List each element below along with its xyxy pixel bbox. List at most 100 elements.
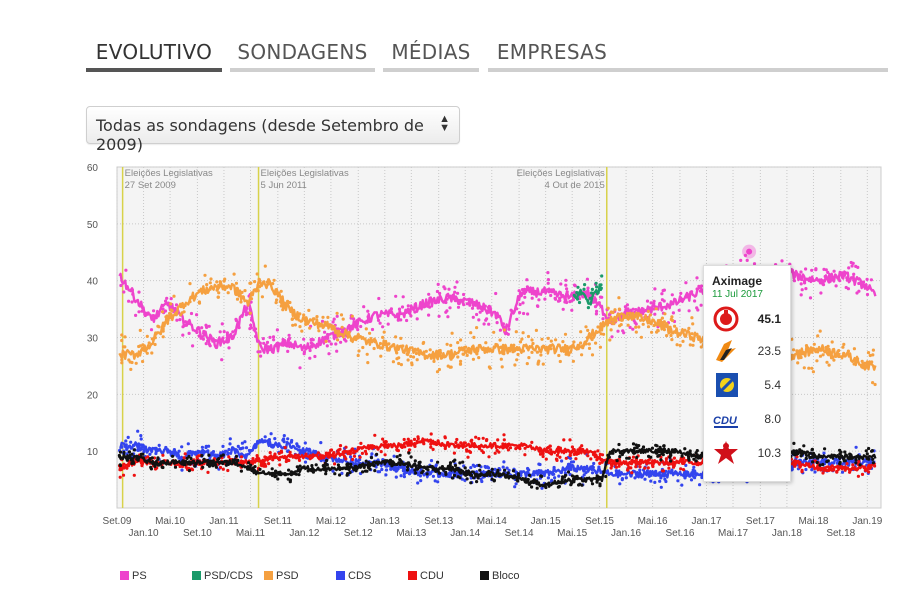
poll-dot-ps [546,281,550,285]
poll-dot-ps [847,266,851,270]
poll-dot-cdu [364,452,368,456]
poll-dot-cds [136,429,140,433]
poll-dot-cdu [564,456,568,460]
poll-dot-psd [609,310,613,314]
poll-dot-psd [437,367,441,372]
poll-dot-cdu [477,437,481,441]
poll-dot-psd [654,307,658,311]
tab-sondagens[interactable]: SONDAGENS [230,36,375,72]
poll-dot-bloco [854,461,858,465]
tab-empresas[interactable]: EMPRESAS [488,36,888,72]
poll-dot-cds [236,444,240,448]
poll-dot-cdu [277,451,281,455]
poll-dot-cdu [617,464,621,468]
poll-dot-ps [259,354,263,358]
poll-dot-cds [624,476,628,480]
poll-dot-ps [660,292,664,296]
poll-dot-cdu [360,451,364,455]
poll-dot-psd [446,364,450,368]
poll-dot-bloco [122,450,126,455]
poll-dot-ps [178,318,182,322]
poll-dot-psd [534,328,539,332]
poll-dot-psd [232,272,236,276]
poll-dot-bloco [669,453,673,457]
poll-dot-bloco [236,458,240,462]
tab-evolutivo[interactable]: EVOLUTIVO [86,36,222,72]
poll-dot-cds [282,437,286,441]
poll-dot-psd [690,332,694,336]
poll-dot-psd [459,338,463,342]
poll-dot-bloco [871,461,876,465]
legend-item-cds[interactable]: CDS [336,570,371,582]
poll-dot-ps [436,282,440,286]
x-tick-label-1: Jan.10 [129,528,159,539]
poll-dot-psd-cds [600,274,604,278]
poll-dot-ps [507,327,511,331]
poll-dot-cdu [351,457,355,462]
poll-dot-psd [281,308,285,312]
poll-dot-cdu [454,440,458,445]
poll-dot-bloco [239,469,243,473]
poll-dot-ps [632,318,636,323]
x-tick-label-11: Mai.13 [396,528,426,539]
poll-dot-bloco [528,473,532,477]
poll-dot-psd [138,344,142,348]
poll-dot-cdu [672,464,676,468]
poll-dot-cds [790,467,794,471]
poll-dot-bloco [221,453,225,457]
legend-item-psd[interactable]: PSD [264,570,299,582]
poll-dot-cds [569,460,574,464]
poll-dot-psd [826,344,830,348]
poll-dot-cds [139,437,143,441]
poll-dot-bloco [425,472,429,476]
poll-dot-ps [684,281,688,285]
poll-dot-bloco [160,465,164,469]
poll-dot-cdu [395,448,399,452]
poll-dot-cds [204,445,208,450]
poll-dot-ps [225,331,229,335]
poll-dot-psd [571,359,576,363]
poll-dot-cdu [406,437,410,441]
poll-dot-cds [228,442,232,446]
poll-dot-psd [670,318,675,323]
poll-dot-cds [546,476,551,480]
poll-filter-select[interactable]: Todas as sondagens (desde Setembro de 20… [86,106,460,154]
tab-medias[interactable]: MÉDIAS [383,36,479,72]
poll-dot-cds [484,465,488,469]
poll-dot-psd [335,311,339,315]
poll-dot-cds [649,479,653,483]
poll-dot-cds [620,478,624,482]
poll-dot-psd [475,326,479,330]
poll-dot-bloco [625,456,629,460]
legend-item-ps[interactable]: PS [120,570,147,582]
poll-dot-cdu [469,439,473,443]
poll-dot-cds [282,434,286,438]
poll-dot-psd [160,310,165,314]
poll-dot-ps [652,299,656,303]
legend-item-psd-cds[interactable]: PSD/CDS [192,570,253,582]
poll-dot-bloco [270,467,274,471]
poll-dot-cdu [860,472,865,476]
poll-dot-ps [261,337,265,341]
poll-dot-psd [596,325,600,329]
poll-dot-psd [868,353,872,358]
poll-dot-psd [827,363,831,367]
tab-empresas-underline [488,68,888,72]
cdu-logo-icon: CDU [713,415,738,428]
poll-dot-bloco [870,449,874,453]
poll-dot-psd [646,325,651,329]
poll-dot-bloco [130,452,134,456]
poll-dot-psd [381,335,385,339]
poll-dot-cdu [530,440,534,444]
legend-swatch-cdu [408,571,417,580]
poll-dot-psd [492,330,496,334]
poll-dot-psd [584,325,588,329]
poll-dot-bloco [476,476,480,480]
poll-dot-psd [209,277,213,281]
legend-item-bloco[interactable]: Bloco [480,570,520,582]
legend-item-cdu[interactable]: CDU [408,570,444,582]
poll-dot-cds [507,468,511,472]
poll-dot-bloco [604,474,608,479]
tab-evolutivo-underline [86,68,222,72]
poll-dot-bloco [580,483,584,487]
